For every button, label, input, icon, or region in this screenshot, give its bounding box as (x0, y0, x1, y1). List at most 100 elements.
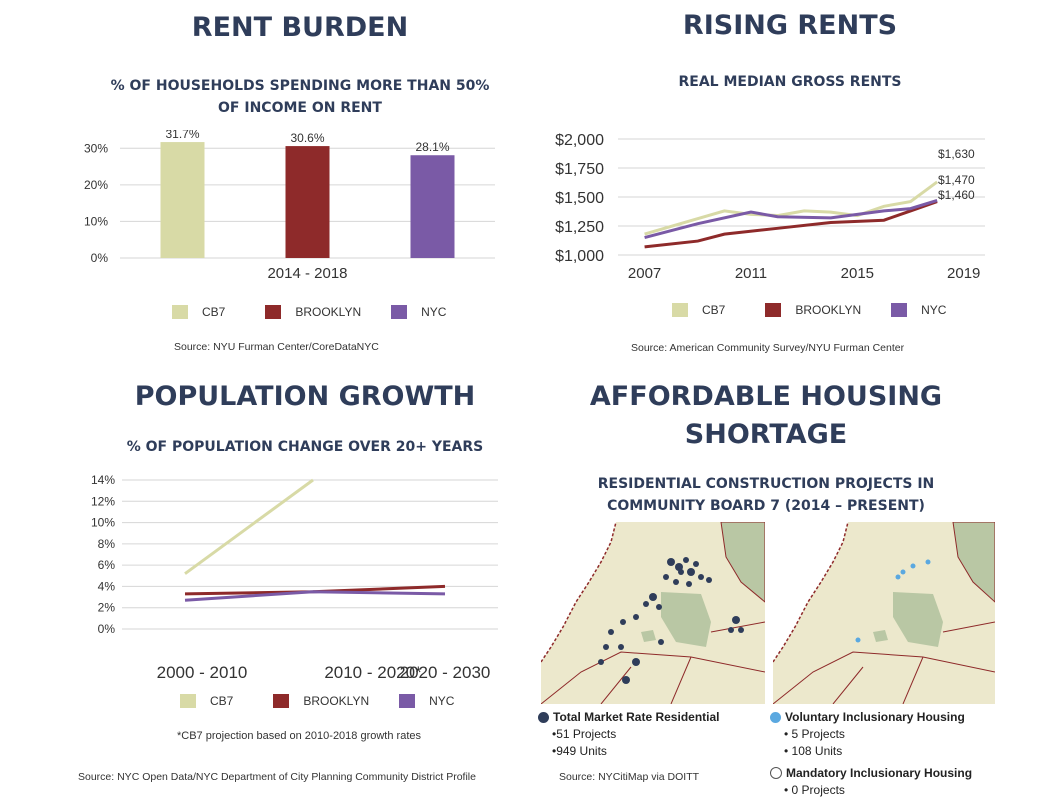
mandatory-label: Mandatory Inclusionary Housing (786, 766, 973, 780)
voluntary-projects: 5 Projects (791, 727, 845, 741)
bar-brooklyn (285, 146, 330, 258)
rising-rents-title: RISING RENTS (682, 10, 898, 41)
market-rate-units: 949 Units (556, 744, 607, 758)
line-series-nyc (644, 199, 938, 240)
mandatory-dot-icon (770, 767, 782, 779)
rent-burden-source: Source: NYU Furman Center/CoreDataNYC (174, 341, 379, 353)
voluntary-legend: Voluntary Inclusionary Housing • 5 Proje… (770, 710, 965, 758)
market-rate-dots (598, 557, 744, 684)
legend-swatch-nyc (391, 305, 408, 319)
end-value-label: $1,470 (938, 173, 975, 187)
x-tick-label: 2010 - 2020* (324, 663, 422, 682)
rent-burden-bar-chart: 0% 10% 20% 30% 31.7% 30.6% 28.1% 2014 - 2018 (84, 130, 495, 282)
legend-label-nyc: NYC (421, 305, 447, 319)
y-tick-label: $2,000 (555, 132, 604, 149)
x-tick-label: 2000 - 2010 (157, 663, 248, 682)
rent-burden-legend: CB7 BROOKLYN NYC (172, 305, 446, 319)
legend-swatch-brooklyn (273, 694, 290, 708)
line-series-brooklyn (644, 200, 938, 249)
legend-swatch-brooklyn (765, 303, 782, 317)
y-tick-label: 30% (84, 141, 108, 155)
rent-burden-subtitle: % OF HOUSEHOLDS SPENDING MORE THAN 50% O… (100, 75, 500, 119)
legend-swatch-cb7 (172, 305, 188, 319)
y-tick-label: $1,750 (555, 161, 604, 178)
y-tick-label: $1,500 (555, 190, 604, 207)
x-tick-label: 2019 (947, 265, 980, 282)
mandatory-legend: Mandatory Inclusionary Housing • 0 Proje… (770, 766, 972, 797)
voluntary-label: Voluntary Inclusionary Housing (785, 710, 965, 724)
rent-burden-subtitle-line2: OF INCOME ON RENT (218, 100, 382, 116)
legend-label-brooklyn: BROOKLYN (303, 694, 370, 708)
line-series-cb7 (644, 180, 939, 236)
housing-title-line2: SHORTAGE (684, 419, 848, 450)
x-tick-label: 2020 - 2030 (400, 663, 491, 682)
y-tick-label: 8% (98, 537, 116, 551)
x-axis-label: 2014 - 2018 (267, 265, 347, 282)
legend-label-nyc: NYC (921, 303, 947, 317)
y-tick-label: 12% (91, 494, 115, 508)
mandatory-projects: 0 Projects (791, 783, 845, 797)
housing-subtitle-line2: COMMUNITY BOARD 7 (2014 – PRESENT) (607, 498, 925, 514)
legend-swatch-cb7 (672, 303, 688, 317)
x-tick-label: 2015 (841, 265, 874, 282)
bar-value-label: 31.7% (165, 130, 199, 141)
bar-cb7 (160, 142, 205, 258)
legend-swatch-cb7 (180, 694, 196, 708)
legend-swatch-nyc (891, 303, 908, 317)
population-legend: CB7 BROOKLYN NYC (180, 694, 454, 708)
housing-title: AFFORDABLE HOUSING SHORTAGE (580, 378, 952, 454)
line-series-cb7 (184, 478, 314, 575)
bar-value-label: 30.6% (290, 131, 324, 145)
y-tick-label: 0% (98, 622, 116, 636)
bar-nyc (410, 155, 455, 258)
x-tick-label: 2011 (735, 265, 767, 282)
y-tick-label: $1,000 (555, 248, 604, 265)
rising-rents-source: Source: American Community Survey/NYU Fu… (631, 342, 905, 354)
housing-subtitle: RESIDENTIAL CONSTRUCTION PROJECTS IN COM… (580, 473, 952, 517)
legend-label-cb7: CB7 (202, 305, 226, 319)
x-tick-label: 2007 (628, 265, 661, 282)
y-tick-label: $1,250 (555, 219, 604, 236)
legend-label-cb7: CB7 (702, 303, 726, 317)
y-tick-label: 2% (98, 601, 116, 615)
y-tick-label: 0% (91, 251, 109, 265)
population-source: Source: NYC Open Data/NYC Department of … (78, 771, 476, 783)
housing-subtitle-line1: RESIDENTIAL CONSTRUCTION PROJECTS IN (597, 476, 935, 492)
population-footnote: *CB7 projection based on 2010-2018 growt… (177, 730, 421, 742)
legend-label-cb7: CB7 (210, 694, 234, 708)
market-rate-label: Total Market Rate Residential (553, 710, 720, 724)
market-rate-legend: Total Market Rate Residential •51 Projec… (538, 710, 720, 758)
y-tick-label: 14% (91, 473, 115, 487)
rising-rents-line-chart: $1,000 $1,250 $1,500 $1,750 $2,000 2007 2011 20… (555, 132, 985, 282)
inclusionary-map (773, 522, 995, 704)
market-rate-dot-icon (538, 711, 549, 723)
population-line-chart: 0% 2% 4% 6% 8% 10% 12% 14% 2000 - 2010 2010 - 202… (91, 473, 498, 682)
voluntary-units: 108 Units (791, 744, 843, 758)
y-tick-label: 6% (98, 558, 116, 572)
y-tick-label: 10% (84, 214, 108, 228)
voluntary-dot-icon (770, 711, 781, 723)
population-subtitle: % OF POPULATION CHANGE OVER 20+ YEARS (126, 439, 484, 455)
y-tick-label: 10% (91, 516, 115, 530)
y-tick-label: 20% (84, 178, 108, 192)
end-value-label: $1,630 (938, 147, 975, 161)
legend-label-brooklyn: BROOKLYN (295, 305, 362, 319)
legend-swatch-nyc (399, 694, 416, 708)
legend-label-brooklyn: BROOKLYN (795, 303, 862, 317)
rising-rents-legend: CB7 BROOKLYN NYC (672, 303, 946, 317)
market-rate-map (541, 522, 765, 704)
rent-burden-title: RENT BURDEN (191, 12, 409, 43)
housing-title-line1: AFFORDABLE HOUSING (589, 381, 943, 412)
end-value-label: $1,460 (938, 188, 975, 202)
legend-swatch-brooklyn (265, 305, 282, 319)
housing-source: Source: NYCitiMap via DOITT (559, 771, 700, 783)
voluntary-dots (855, 559, 931, 643)
rent-burden-subtitle-line1: % OF HOUSEHOLDS SPENDING MORE THAN 50% (110, 78, 490, 94)
y-tick-label: 4% (98, 579, 116, 593)
population-title: POPULATION GROWTH (134, 381, 476, 412)
rising-rents-subtitle: REAL MEDIAN GROSS RENTS (678, 74, 902, 90)
market-rate-projects: 51 Projects (556, 727, 617, 741)
bar-value-label: 28.1% (415, 140, 449, 154)
line-series-nyc (184, 590, 446, 602)
legend-label-nyc: NYC (429, 694, 455, 708)
